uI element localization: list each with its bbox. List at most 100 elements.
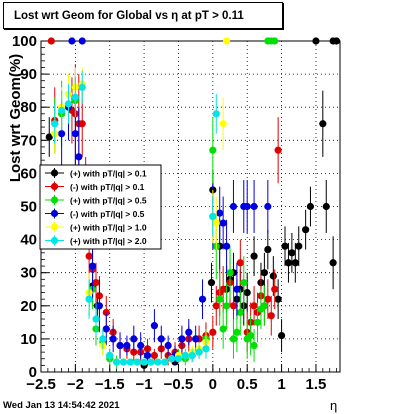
data-point — [226, 269, 234, 277]
data-point — [329, 259, 337, 267]
y-tick-label: 10 — [20, 331, 37, 348]
x-tick-label: −1.5 — [95, 376, 125, 393]
data-point — [312, 37, 320, 45]
data-point — [113, 358, 121, 366]
data-point — [267, 312, 275, 320]
data-point — [264, 202, 272, 211]
data-point — [219, 285, 227, 293]
data-point — [219, 120, 227, 128]
data-point — [116, 341, 124, 350]
data-point — [240, 279, 248, 287]
y-tick-label: 80 — [20, 99, 37, 116]
data-point — [68, 37, 76, 45]
data-point — [178, 335, 186, 343]
data-point — [288, 249, 296, 257]
data-point — [143, 351, 152, 360]
data-point — [250, 202, 258, 211]
data-point — [277, 331, 286, 340]
legend: (+) with pT/|q| > 0.1 (-) with pT/|q| > 0… — [39, 164, 162, 250]
data-point — [75, 153, 83, 161]
series-6 — [51, 70, 220, 366]
x-tick-label: 1.5 — [306, 376, 327, 393]
data-point — [126, 358, 134, 366]
data-point — [274, 146, 282, 154]
data-point — [216, 209, 224, 217]
legend-marker — [50, 182, 59, 191]
y-tick-label: 90 — [20, 66, 37, 83]
data-point — [260, 302, 268, 310]
data-point — [85, 295, 93, 303]
data-point — [291, 259, 299, 267]
data-point — [109, 335, 117, 343]
data-point — [209, 146, 217, 154]
data-point — [192, 335, 200, 343]
legend-label: (+) with pT/|q| > 2.0 — [70, 236, 147, 246]
data-point — [274, 295, 282, 303]
y-tick-label: 20 — [20, 298, 37, 315]
data-point — [106, 351, 114, 360]
data-point — [236, 308, 244, 317]
x-tick-label: −1 — [136, 376, 153, 393]
data-point — [133, 358, 141, 366]
data-point — [119, 358, 128, 366]
y-tick-label: 50 — [20, 199, 37, 216]
data-point — [236, 259, 244, 267]
data-point — [188, 351, 196, 360]
data-point — [250, 302, 258, 310]
data-point — [78, 120, 86, 128]
data-point — [253, 318, 262, 326]
data-point — [212, 219, 220, 227]
data-point — [174, 355, 183, 363]
data-point — [71, 93, 79, 101]
y-tick-label: 70 — [20, 132, 37, 149]
data-point — [161, 358, 169, 366]
data-point — [202, 345, 210, 353]
data-point — [209, 212, 217, 221]
data-point — [332, 37, 341, 45]
data-point — [219, 219, 227, 227]
y-tick-label: 60 — [20, 165, 37, 182]
data-point — [222, 37, 231, 45]
data-point — [95, 302, 104, 310]
data-point — [164, 341, 172, 350]
data-point — [150, 351, 159, 360]
x-axis-label: η — [330, 398, 338, 413]
y-tick-label: 40 — [20, 232, 37, 249]
data-point — [85, 252, 93, 260]
legend-label: (+) with pT/|q| > 0.5 — [70, 196, 147, 206]
data-point — [250, 341, 258, 350]
data-point — [45, 133, 53, 141]
legend-box — [39, 164, 162, 250]
data-layer — [45, 37, 341, 369]
data-point — [92, 279, 100, 287]
y-tick-label: 0 — [29, 364, 37, 381]
data-point — [212, 110, 220, 118]
data-point — [233, 328, 241, 336]
legend-marker — [50, 169, 59, 177]
data-point — [284, 259, 293, 267]
data-point — [78, 83, 86, 91]
data-point — [88, 262, 97, 270]
data-point — [78, 37, 86, 45]
data-point — [154, 358, 162, 366]
data-point — [47, 37, 55, 45]
data-point — [102, 325, 110, 333]
data-point — [247, 331, 255, 340]
x-tick-label: 0.5 — [237, 376, 258, 393]
data-point — [150, 322, 159, 330]
y-tick-label: 100 — [12, 33, 37, 50]
data-point — [233, 285, 241, 293]
data-point — [207, 279, 216, 287]
data-point — [216, 295, 224, 303]
data-point — [209, 328, 217, 336]
data-point — [222, 302, 231, 310]
data-point — [195, 348, 203, 356]
data-point — [71, 130, 79, 138]
x-tick-label: 0 — [209, 376, 217, 393]
data-point — [99, 335, 107, 343]
data-point — [271, 37, 279, 45]
legend-marker — [50, 236, 59, 245]
x-tick-label: −2.5 — [26, 376, 56, 393]
data-point — [147, 358, 155, 366]
data-point — [306, 202, 315, 211]
